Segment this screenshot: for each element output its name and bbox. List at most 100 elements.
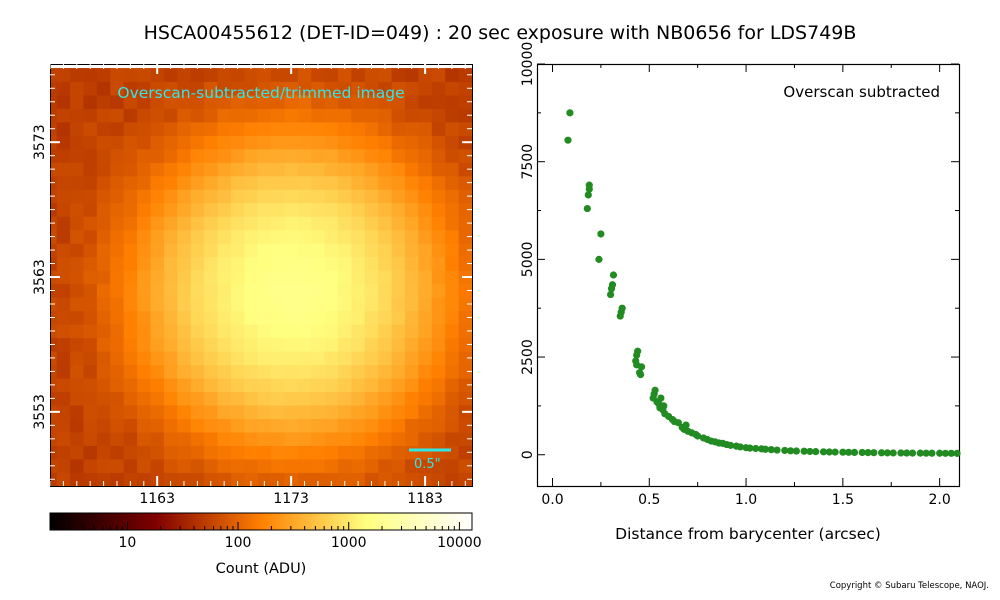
heatmap-cell bbox=[150, 175, 165, 190]
heatmap-cell bbox=[150, 364, 165, 379]
heatmap-cell bbox=[123, 162, 138, 177]
heatmap-cell bbox=[458, 459, 473, 473]
heatmap-cell bbox=[204, 432, 218, 446]
heatmap-cell bbox=[244, 432, 259, 446]
heatmap-cell bbox=[217, 189, 232, 204]
heatmap-cell bbox=[257, 256, 272, 271]
heatmap-cell bbox=[338, 459, 352, 473]
heatmap-cell bbox=[445, 337, 460, 352]
heatmap-cell bbox=[110, 148, 125, 163]
heatmap-cell bbox=[96, 472, 111, 487]
heatmap-cell bbox=[56, 148, 71, 163]
scatter-point bbox=[636, 371, 645, 379]
heatmap-cell bbox=[297, 445, 312, 460]
heatmap-cell bbox=[70, 162, 84, 177]
heatmap-cell bbox=[163, 148, 178, 163]
heatmap-cell bbox=[391, 216, 406, 231]
heatmap-cell bbox=[378, 310, 393, 325]
heatmap-cell bbox=[244, 378, 259, 393]
heatmap-cell bbox=[244, 95, 259, 109]
heatmap-cell bbox=[324, 432, 339, 446]
heatmap-cell bbox=[284, 108, 299, 123]
heatmap-cell bbox=[445, 432, 460, 446]
heatmap-cell bbox=[431, 95, 446, 109]
heatmap-cell bbox=[405, 337, 419, 352]
heatmap-cell bbox=[445, 95, 460, 109]
heatmap-cell bbox=[56, 445, 71, 460]
heatmap-cell bbox=[56, 324, 71, 339]
heatmap-cell bbox=[378, 95, 393, 109]
heatmap-cell bbox=[96, 418, 111, 433]
heatmap-cell bbox=[137, 405, 151, 419]
heatmap-cell bbox=[257, 283, 272, 298]
heatmap-cell bbox=[137, 337, 151, 352]
scatter-point bbox=[916, 449, 924, 457]
heatmap-cell bbox=[163, 337, 178, 352]
heatmap-cell bbox=[204, 378, 218, 393]
heatmap-cell bbox=[110, 459, 125, 473]
heatmap-cell bbox=[311, 243, 326, 258]
heatmap-cell bbox=[458, 121, 473, 136]
heatmap-cell bbox=[297, 283, 312, 298]
heatmap-cell bbox=[217, 391, 232, 406]
heatmap-cell bbox=[110, 162, 125, 177]
heatmap-cell bbox=[83, 351, 98, 366]
heatmap-cell bbox=[110, 405, 125, 419]
heatmap-cell bbox=[56, 162, 71, 177]
heatmap-cell bbox=[217, 148, 232, 163]
heatmap-cell bbox=[190, 95, 205, 109]
heatmap-cell bbox=[271, 351, 285, 366]
heatmap-cell bbox=[324, 148, 339, 163]
heatmap-cell bbox=[190, 216, 205, 231]
heatmap-cell bbox=[177, 270, 192, 285]
heatmap-cell bbox=[96, 68, 111, 82]
heatmap-cell bbox=[297, 418, 312, 433]
heatmap-cell bbox=[110, 391, 125, 406]
heatmap-cell bbox=[391, 243, 406, 258]
heatmap-cell bbox=[230, 418, 245, 433]
heatmap-cell bbox=[391, 405, 406, 419]
heatmap-cell bbox=[405, 283, 419, 298]
heatmap-cell bbox=[190, 81, 205, 96]
heatmap-cell bbox=[458, 256, 473, 271]
heatmap-cell bbox=[445, 202, 460, 217]
heatmap-cell bbox=[284, 391, 299, 406]
heatmap-cell bbox=[257, 432, 272, 446]
heatmap-cell bbox=[271, 108, 285, 123]
heatmap-cell bbox=[56, 121, 71, 136]
scatter-point bbox=[584, 191, 592, 199]
heatmap-xtick-label: 1173 bbox=[273, 491, 309, 507]
scatter-point bbox=[877, 449, 886, 457]
heatmap-cell bbox=[338, 95, 352, 109]
heatmap-cell bbox=[364, 189, 379, 204]
heatmap-cell bbox=[351, 270, 366, 285]
heatmap-cell bbox=[96, 351, 111, 366]
scatter-point bbox=[609, 271, 618, 279]
heatmap-cell bbox=[96, 310, 111, 325]
heatmap-cell bbox=[284, 364, 299, 379]
heatmap-cell bbox=[378, 216, 393, 231]
heatmap-cell bbox=[244, 351, 259, 366]
heatmap-cell bbox=[405, 175, 419, 190]
heatmap-cell bbox=[163, 432, 178, 446]
heatmap-cell bbox=[56, 378, 71, 393]
heatmap-cell bbox=[96, 229, 111, 244]
heatmap-cell bbox=[324, 243, 339, 258]
heatmap-cell bbox=[110, 297, 125, 312]
heatmap-cell bbox=[324, 229, 339, 244]
heatmap-cell bbox=[163, 297, 178, 312]
heatmap-cell bbox=[445, 256, 460, 271]
heatmap-cell bbox=[123, 310, 138, 325]
heatmap-cell bbox=[137, 108, 151, 123]
heatmap-cell bbox=[391, 418, 406, 433]
heatmap-cell bbox=[364, 216, 379, 231]
heatmap-cell bbox=[324, 108, 339, 123]
heatmap-cell bbox=[150, 351, 165, 366]
heatmap-cell bbox=[391, 135, 406, 150]
heatmap-frame bbox=[50, 64, 473, 487]
heatmap-cell bbox=[96, 297, 111, 312]
heatmap-cell bbox=[351, 189, 366, 204]
heatmap-cell bbox=[458, 216, 473, 231]
heatmap-cell bbox=[271, 202, 285, 217]
heatmap-cell bbox=[458, 283, 473, 298]
